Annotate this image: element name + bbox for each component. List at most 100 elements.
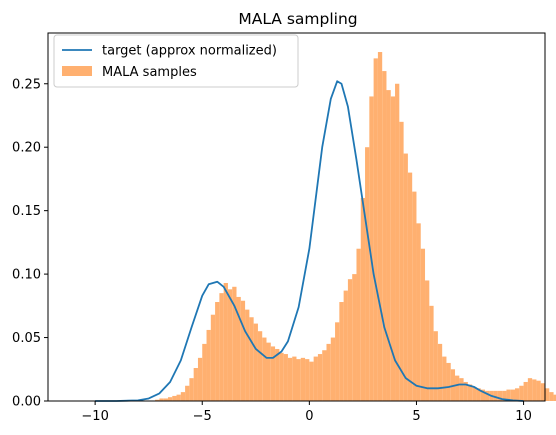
- histogram-bar: [476, 388, 481, 401]
- histogram-bar: [497, 390, 503, 401]
- target-density-line: [95, 80, 524, 402]
- histogram-bar: [227, 289, 233, 401]
- histogram-bar: [407, 172, 413, 401]
- histogram-bar: [523, 381, 528, 401]
- histogram-bar: [245, 309, 250, 401]
- histogram-bar: [386, 90, 391, 401]
- histogram-bar: [163, 398, 168, 401]
- axes-frame: [47, 32, 546, 402]
- histogram-bar: [180, 392, 186, 401]
- histogram-bar: [545, 388, 550, 401]
- histogram-bar: [300, 357, 306, 401]
- histogram-bar: [232, 286, 237, 401]
- histogram-bar: [455, 375, 460, 401]
- histogram-bar: [502, 390, 507, 401]
- histogram-bar: [167, 397, 173, 401]
- histogram-bar: [296, 359, 301, 401]
- histogram-bar: [257, 331, 263, 401]
- histogram-bar: [467, 384, 473, 401]
- legend-hist-swatch: [62, 66, 92, 76]
- x-tick-label: 10: [515, 409, 532, 424]
- histogram-bar: [266, 342, 271, 401]
- histogram-bar: [540, 383, 545, 401]
- target-line: [95, 80, 524, 402]
- histogram-bar: [159, 398, 164, 401]
- histogram-bar: [412, 191, 417, 401]
- histogram-bar: [420, 248, 426, 401]
- histogram-bar: [189, 378, 194, 401]
- histogram-bar: [197, 357, 203, 401]
- histogram-bar: [343, 290, 348, 401]
- histogram-bar: [347, 279, 353, 401]
- y-tick-label: 0.10: [12, 268, 41, 283]
- histogram-bar: [369, 96, 374, 401]
- histogram-bar: [446, 362, 451, 401]
- histogram-bar: [553, 394, 556, 401]
- histogram-bar: [215, 302, 220, 401]
- histogram-bar: [335, 322, 340, 401]
- histogram-bar: [480, 389, 486, 401]
- histogram-bar: [382, 71, 387, 401]
- histogram-bar: [326, 343, 331, 401]
- axes: [47, 32, 546, 402]
- x-tick-label: 5: [412, 409, 420, 424]
- histogram-bar: [313, 356, 318, 401]
- histogram-bar: [253, 323, 258, 401]
- histogram-bar: [442, 356, 447, 401]
- histogram-bar: [459, 378, 464, 401]
- histogram-bar: [210, 314, 216, 401]
- histogram-bar: [429, 305, 434, 401]
- histogram-bar: [206, 329, 211, 401]
- histogram-bar: [219, 293, 224, 401]
- chart-title: MALA sampling: [238, 10, 357, 28]
- histogram-bar: [536, 380, 541, 401]
- histogram-bar: [352, 274, 357, 401]
- histogram-bar: [399, 121, 404, 401]
- legend-label-samples: MALA samples: [102, 65, 197, 80]
- histogram-bar: [377, 52, 383, 401]
- histogram-bar: [515, 388, 520, 401]
- histogram-bar: [416, 223, 421, 401]
- histogram-bar: [202, 343, 207, 401]
- histogram-bar: [365, 147, 370, 401]
- histogram-bar: [155, 399, 160, 401]
- y-tick-label: 0.15: [12, 204, 41, 219]
- histogram-bar: [172, 395, 177, 401]
- histogram-bar: [527, 378, 533, 401]
- histogram-bar: [279, 352, 284, 401]
- legend-label-target: target (approx normalized): [102, 44, 277, 59]
- histogram-bar: [373, 58, 378, 401]
- histogram-bar: [463, 381, 468, 401]
- histogram-bar: [532, 379, 537, 401]
- histogram-bar: [390, 96, 396, 401]
- histogram-bars: [155, 52, 556, 401]
- histogram-bar: [283, 354, 288, 401]
- histogram-bar: [356, 248, 361, 401]
- histogram-bar: [485, 390, 490, 401]
- x-tick-label: 0: [305, 409, 313, 424]
- y-tick-label: 0.25: [12, 77, 41, 92]
- y-tick-label: 0.05: [12, 331, 41, 346]
- histogram-bar: [292, 356, 297, 401]
- x-tick-label: −10: [81, 409, 108, 424]
- histogram-bar: [176, 394, 181, 401]
- histogram-bar: [360, 197, 366, 401]
- histogram-bar: [287, 357, 293, 401]
- histogram-bar: [262, 337, 267, 401]
- histogram-bar: [493, 390, 498, 401]
- histogram-bar: [236, 296, 241, 401]
- histogram-bar: [270, 346, 276, 401]
- histogram-bar: [193, 368, 198, 401]
- y-tick-label: 0.00: [12, 395, 41, 410]
- histogram-bar: [309, 361, 314, 401]
- histogram-bar: [322, 350, 327, 401]
- histogram-bar: [433, 331, 438, 401]
- x-tick-label: −5: [193, 409, 212, 424]
- histogram-bar: [339, 302, 344, 401]
- histogram-bar: [330, 337, 336, 401]
- histogram-bar: [317, 354, 323, 401]
- histogram-bar: [403, 153, 408, 401]
- histogram-bar: [549, 392, 554, 401]
- histogram-bar: [510, 389, 515, 401]
